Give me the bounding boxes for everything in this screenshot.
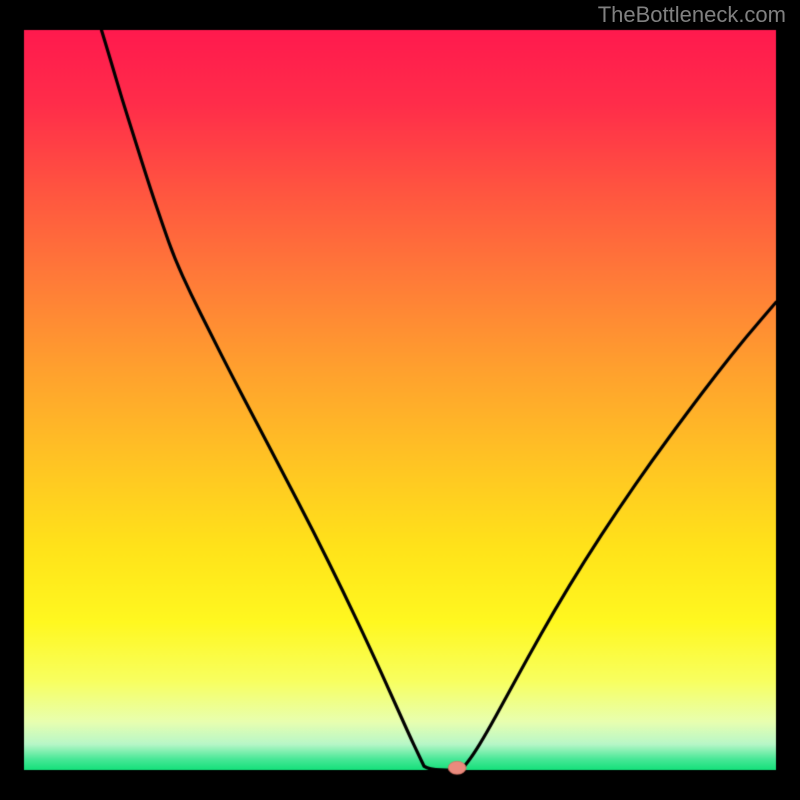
chart-container: TheBottleneck.com xyxy=(0,0,800,800)
watermark-text: TheBottleneck.com xyxy=(598,2,786,28)
bottleneck-chart xyxy=(0,0,800,800)
